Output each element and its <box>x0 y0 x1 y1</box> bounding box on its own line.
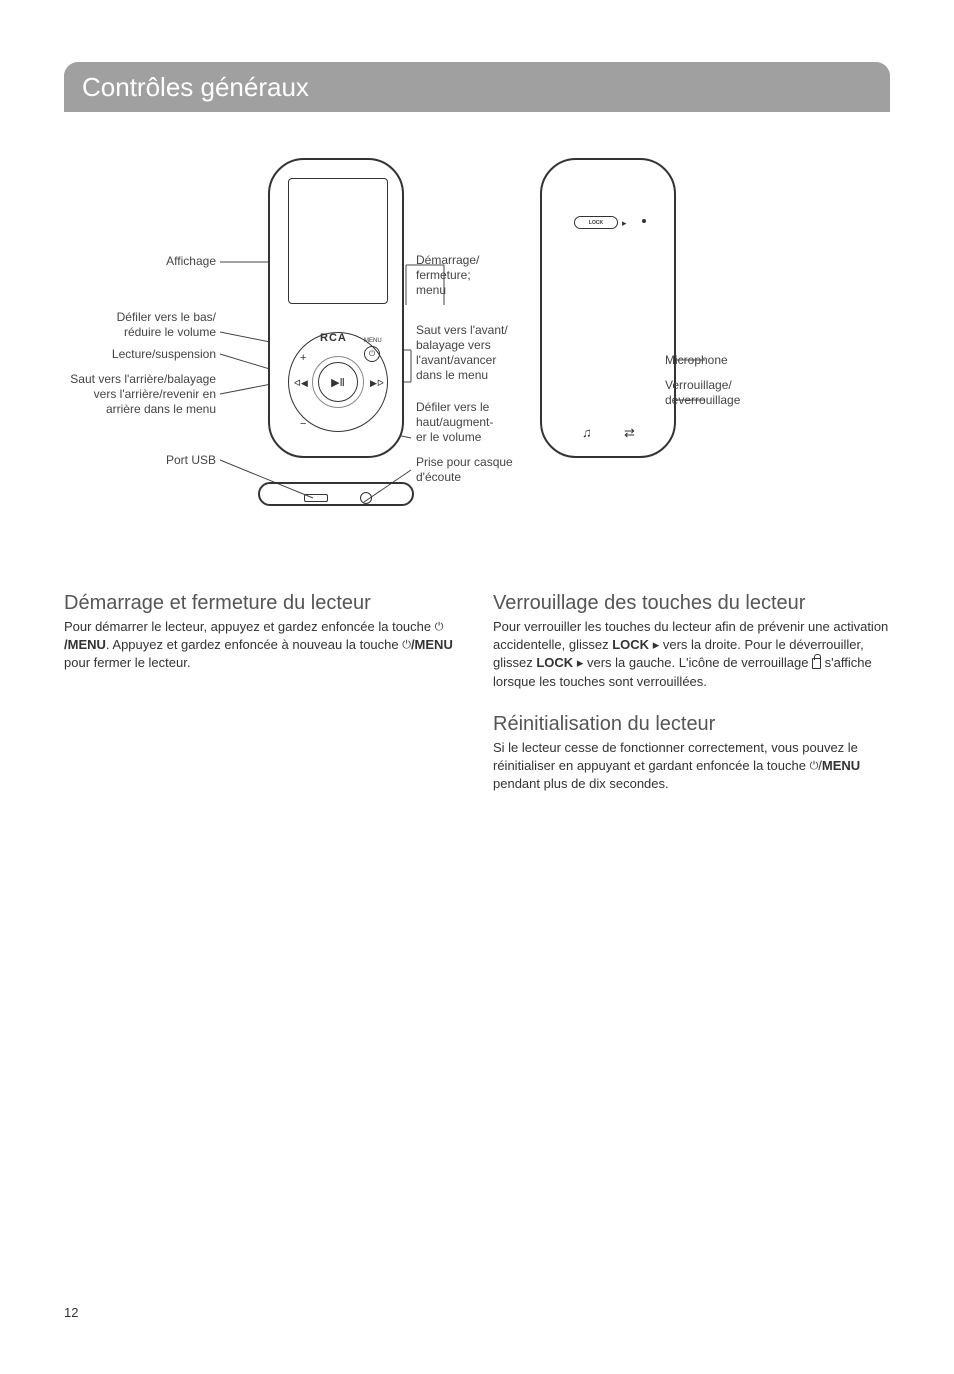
device-body-front: ▶Ⅱ RCA MENU ⏻ + − ᐊ◀ ▶ᐅ <box>268 158 404 458</box>
label-defiler-haut: Défiler vers le haut/augment- er le volu… <box>416 400 526 445</box>
lock-bold-2: LOCK <box>536 655 573 670</box>
text-r2b: pendant plus de dix secondes. <box>493 776 669 791</box>
power-icon: ⏻ <box>435 620 444 635</box>
section-title-verrouillage: Verrouillage des touches du lecteur <box>493 592 890 615</box>
label-microphone: Microphone <box>665 353 785 368</box>
usb-icon: ⇄ <box>624 425 635 441</box>
label-affichage: Affichage <box>50 254 216 269</box>
bottom-body <box>258 482 414 506</box>
text-r1c: vers la gauche. L'icône de verrouillage <box>583 655 812 670</box>
paragraph-verrouillage: Pour verrouiller les touches du lecteur … <box>493 618 890 691</box>
label-saut-avant: Saut vers l'avant/ balayage vers l'avant… <box>416 323 536 383</box>
power-menu-button: ⏻ <box>364 346 380 362</box>
section-title-demarrage: Démarrage et fermeture du lecteur <box>64 592 461 615</box>
right-column: Verrouillage des touches du lecteur Pour… <box>493 592 890 793</box>
minus-icon: − <box>300 418 306 430</box>
content-columns: Démarrage et fermeture du lecteur Pour d… <box>64 592 890 793</box>
lock-arrow-icon: ▸ <box>622 218 627 229</box>
play-pause-button: ▶Ⅱ <box>318 362 358 402</box>
plus-icon: + <box>300 352 306 364</box>
device-screen <box>288 178 388 304</box>
power-icon: ⏻ <box>402 638 411 653</box>
skip-forward-icon: ▶ᐅ <box>370 378 384 389</box>
lock-switch: LOCK <box>574 216 618 229</box>
lock-icon <box>812 658 821 669</box>
menu-text-label: MENU <box>364 338 382 344</box>
page-title: Contrôles généraux <box>82 72 309 103</box>
lock-bold-1: LOCK <box>612 637 649 652</box>
paragraph-reinit: Si le lecteur cesse de fonctionner corre… <box>493 739 890 794</box>
label-verrouillage: Verrouillage/ déverrouillage <box>665 378 795 408</box>
label-saut-arriere: Saut vers l'arrière/balayage vers l'arri… <box>30 372 216 417</box>
usb-port <box>304 494 328 502</box>
lock-switch-label: LOCK <box>589 220 603 226</box>
menu-bold-3: MENU <box>822 758 860 773</box>
label-port-usb: Port USB <box>50 453 216 468</box>
headphone-icon: ♫ <box>582 425 592 440</box>
left-column: Démarrage et fermeture du lecteur Pour d… <box>64 592 461 793</box>
headphone-jack <box>360 492 372 504</box>
rca-logo: RCA <box>320 332 347 344</box>
label-defiler-bas: Défiler vers le bas/ réduire le volume <box>50 310 216 340</box>
paragraph-demarrage: Pour démarrer le lecteur, appuyez et gar… <box>64 618 461 673</box>
device-diagram: ▶Ⅱ RCA MENU ⏻ + − ᐊ◀ ▶ᐅ LOCK ▸ ♫ ⇄ Affic… <box>50 150 850 550</box>
device-front-view: ▶Ⅱ RCA MENU ⏻ + − ᐊ◀ ▶ᐅ <box>268 158 404 468</box>
text-p1b: . Appuyez et gardez enfoncée à nouveau l… <box>106 637 402 652</box>
power-icon: ⏻ <box>810 759 819 774</box>
label-lecture: Lecture/suspension <box>50 347 216 362</box>
menu-bold-2: /MENU <box>411 637 453 652</box>
skip-back-icon: ᐊ◀ <box>294 378 308 389</box>
device-bottom-view <box>258 482 414 512</box>
text-r2a: Si le lecteur cesse de fonctionner corre… <box>493 740 858 773</box>
label-prise: Prise pour casque d'écoute <box>416 455 546 485</box>
microphone-dot <box>642 219 646 223</box>
page-number: 12 <box>64 1305 78 1320</box>
text-p1a: Pour démarrer le lecteur, appuyez et gar… <box>64 619 435 634</box>
text-p1c: pour fermer le lecteur. <box>64 655 190 670</box>
label-demarrage: Démarrage/ fermeture; menu <box>416 253 526 298</box>
device-back-view: LOCK ▸ ♫ ⇄ <box>540 158 676 458</box>
header-bar: Contrôles généraux <box>64 62 890 112</box>
section-title-reinit: Réinitialisation du lecteur <box>493 713 890 736</box>
menu-bold-1: /MENU <box>64 637 106 652</box>
